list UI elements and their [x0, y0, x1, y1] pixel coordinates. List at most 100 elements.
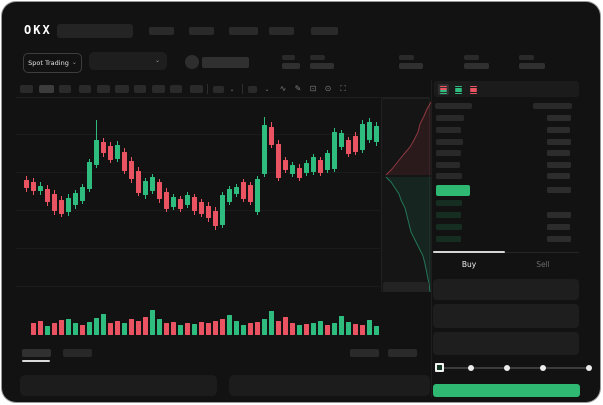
- timeframe-button[interactable]: [170, 85, 182, 93]
- volume-bar: [297, 325, 302, 335]
- timeframe-button[interactable]: [152, 85, 165, 93]
- indicator-wave-icon[interactable]: ∿: [279, 84, 287, 93]
- okx-logo: OKX: [24, 23, 52, 37]
- slider-stop-dot[interactable]: [468, 365, 474, 371]
- active-tab-underline: [22, 360, 50, 362]
- tab-buy[interactable]: Buy: [461, 260, 477, 269]
- candle: [136, 171, 141, 193]
- candle: [101, 142, 106, 153]
- timeframe-button[interactable]: [79, 85, 91, 93]
- timeframe-button[interactable]: [190, 85, 203, 93]
- slider-stop-dot[interactable]: [586, 365, 592, 371]
- timeframe-button[interactable]: [134, 85, 146, 93]
- orderbook-bid-price[interactable]: [436, 200, 462, 206]
- volume-bar: [227, 315, 232, 335]
- tab-sell[interactable]: Sell: [536, 260, 550, 269]
- candle: [192, 197, 197, 211]
- orderbook-last-price[interactable]: [436, 185, 470, 196]
- trade-input-field[interactable]: [433, 332, 579, 355]
- orderbook-ask-price[interactable]: [436, 162, 460, 168]
- book-combined-icon[interactable]: [438, 84, 449, 95]
- book-bids-icon[interactable]: [453, 84, 464, 95]
- market-type-dropdown[interactable]: Spot Trading ⌄: [23, 53, 82, 73]
- bottom-toolbar-button[interactable]: [350, 349, 379, 357]
- orderbook-ask-amount: [547, 115, 571, 121]
- candle: [80, 187, 85, 201]
- bottom-toolbar-button[interactable]: [388, 349, 417, 357]
- settings-icon[interactable]: ⊙: [324, 84, 332, 93]
- camera-icon[interactable]: ⊡: [309, 84, 317, 93]
- icon-row: [455, 92, 462, 95]
- chart-type-dropdown[interactable]: [213, 86, 224, 93]
- chart-gridline: [16, 210, 380, 211]
- nav-item[interactable]: [311, 27, 338, 35]
- volume-bar: [164, 323, 169, 335]
- pair-name-skeleton: [202, 57, 249, 68]
- orderbook-ask-price[interactable]: [436, 173, 462, 179]
- bottom-tab[interactable]: [22, 349, 51, 357]
- orderbook-bid-amount: [547, 236, 571, 242]
- volume-bar: [346, 322, 351, 335]
- timeframe-button[interactable]: [20, 85, 33, 93]
- volume-bar: [332, 323, 337, 335]
- orderbook-ask-price[interactable]: [436, 150, 461, 156]
- volume-bar: [45, 326, 50, 335]
- nav-item[interactable]: [149, 27, 174, 35]
- indicator-dropdown[interactable]: [248, 86, 257, 93]
- pair-selector-dropdown[interactable]: ⌄: [89, 52, 167, 70]
- candle: [304, 163, 309, 173]
- draw-tool-icon[interactable]: ✎: [294, 84, 302, 93]
- book-asks-icon[interactable]: [468, 84, 479, 95]
- candle: [52, 194, 57, 211]
- volume-bar: [276, 321, 281, 335]
- volume-bar: [262, 319, 267, 335]
- orderbook-bid-price[interactable]: [436, 236, 461, 242]
- trade-input-field[interactable]: [433, 279, 579, 300]
- volume-bar: [66, 319, 71, 335]
- trade-input-field[interactable]: [433, 304, 579, 328]
- amount-slider-track[interactable]: [439, 367, 589, 369]
- nav-item[interactable]: [269, 27, 294, 35]
- volume-bar: [339, 316, 344, 335]
- stat-value-skeleton: [310, 63, 334, 69]
- candlestick-chart[interactable]: [2, 2, 600, 402]
- volume-bar: [374, 326, 379, 335]
- orderbook-ask-price[interactable]: [436, 139, 463, 145]
- timeframe-button[interactable]: [59, 85, 71, 93]
- timeframe-button[interactable]: [115, 85, 129, 93]
- buy-submit-button[interactable]: [433, 384, 580, 397]
- orderbook-bid-price[interactable]: [436, 212, 461, 218]
- fullscreen-icon[interactable]: ⛶: [340, 84, 346, 93]
- nav-item[interactable]: [189, 27, 214, 35]
- orderbook-ask-price[interactable]: [436, 115, 464, 121]
- timeframe-button[interactable]: [39, 85, 54, 93]
- orderbook-bid-price[interactable]: [436, 224, 462, 230]
- candle: [353, 136, 358, 152]
- candle: [108, 146, 113, 160]
- slider-stop-dot[interactable]: [504, 365, 510, 371]
- candle: [164, 192, 169, 209]
- nav-item[interactable]: [229, 27, 258, 35]
- timeframe-button[interactable]: [97, 85, 110, 93]
- bottom-info-panel: [229, 375, 430, 396]
- slider-stop-dot[interactable]: [540, 365, 546, 371]
- amount-slider-handle[interactable]: [435, 363, 444, 372]
- volume-bar: [269, 311, 274, 335]
- orderbook-ask-amount: [547, 162, 571, 168]
- chart-gridline: [16, 248, 380, 249]
- volume-bar: [199, 322, 204, 335]
- stat-label-skeleton: [310, 55, 325, 60]
- chevron-down-icon: ⌄: [154, 57, 160, 64]
- chevron-down-icon[interactable]: ⌄: [264, 86, 270, 93]
- candle: [206, 206, 211, 218]
- orderbook-ask-price[interactable]: [436, 127, 461, 133]
- volume-bar: [136, 321, 141, 335]
- volume-bar: [185, 323, 190, 335]
- volume-bar: [157, 319, 162, 335]
- chevron-down-icon[interactable]: ⌄: [229, 86, 235, 93]
- bottom-tab[interactable]: [63, 349, 92, 357]
- orderbook-ask-amount: [547, 150, 570, 156]
- candle: [213, 211, 218, 226]
- search-input[interactable]: [57, 24, 133, 38]
- stat-label-skeleton: [282, 55, 295, 60]
